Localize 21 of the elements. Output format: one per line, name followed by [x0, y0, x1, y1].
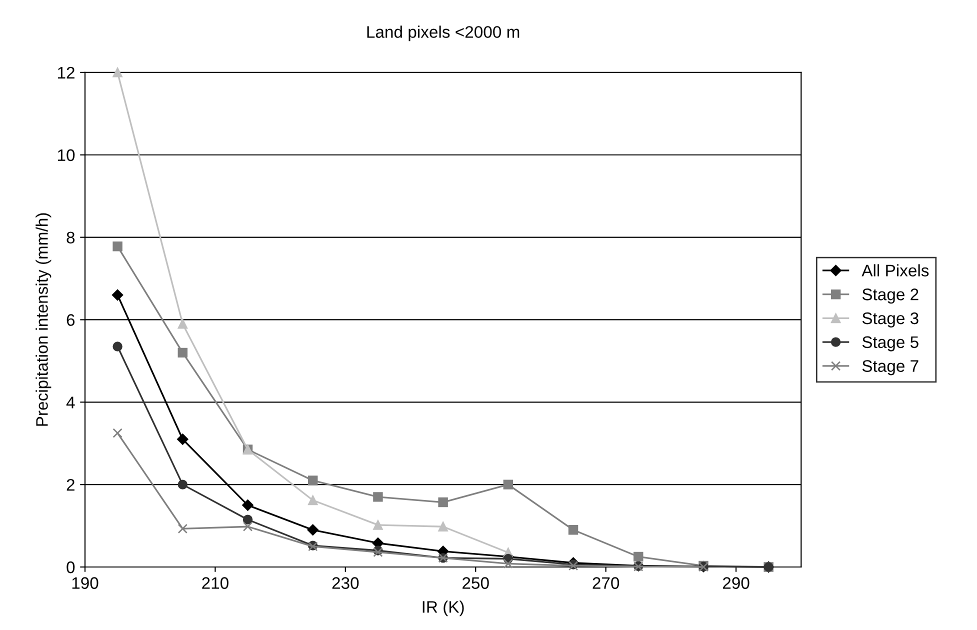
y-tick-label: 10	[58, 149, 75, 162]
x-tick-label: 290	[722, 577, 750, 589]
x-tick-label: 250	[462, 577, 489, 589]
chart-title: Land pixels <2000 m	[367, 26, 520, 42]
x-tick-label: 190	[72, 577, 98, 589]
x-axis-title: IR (K)	[422, 600, 464, 616]
legend-label: Stage 7	[862, 360, 918, 376]
legend-label: All Pixels	[862, 264, 929, 276]
y-tick-label: 6	[66, 314, 75, 326]
y-tick-label: 0	[66, 561, 75, 574]
y-tick-label: 4	[66, 396, 75, 408]
y-tick-label: 12	[58, 66, 74, 78]
x-tick-label: 230	[332, 577, 359, 589]
legend-label: Stage 3	[862, 312, 918, 328]
x-tick-label: 210	[202, 577, 228, 589]
y-tick-label: 2	[66, 478, 74, 491]
y-tick-label: 8	[66, 232, 75, 244]
legend-label: Stage 5	[862, 336, 918, 352]
y-axis-title: Precipitation intensity (mm/h)	[36, 213, 52, 426]
legend-label: Stage 2	[862, 288, 918, 304]
x-tick-label: 270	[592, 577, 620, 589]
